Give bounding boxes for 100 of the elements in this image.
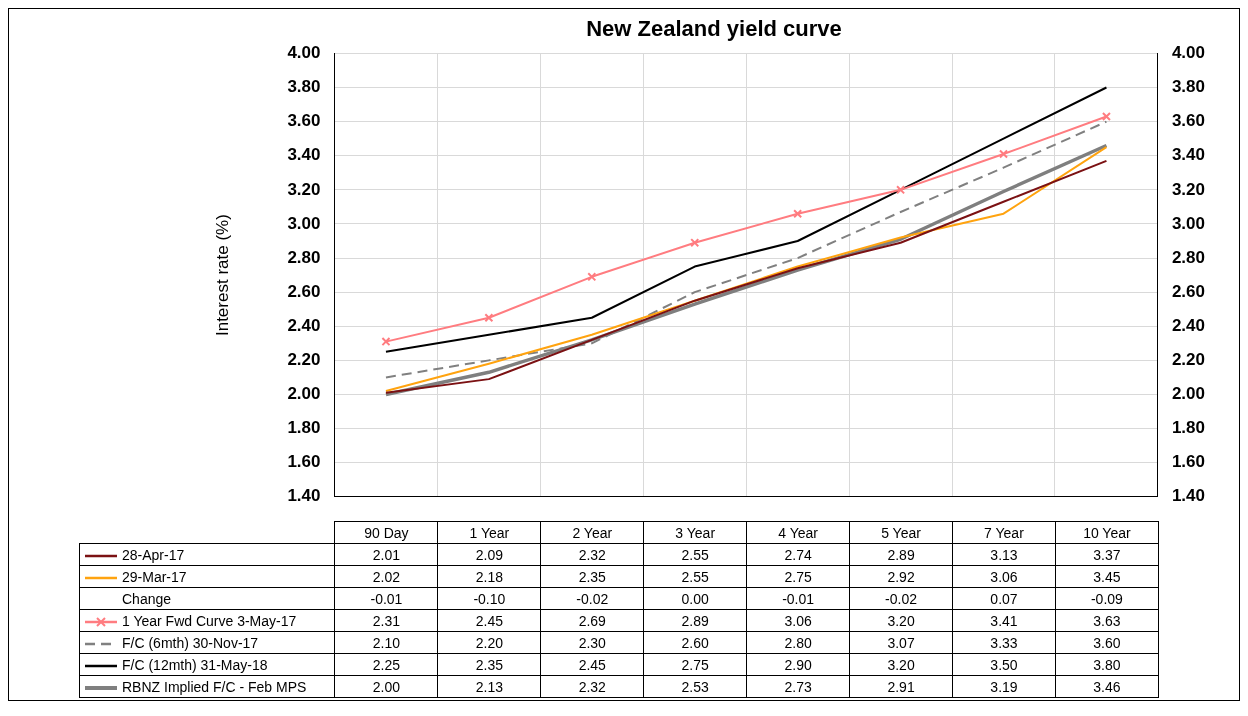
- y-tick-label: 1.40: [287, 486, 321, 506]
- y2-tick-label: 3.60: [1171, 111, 1206, 131]
- point: [484, 313, 494, 323]
- data-label: 2.75: [643, 653, 747, 676]
- data-label: 2.20: [437, 631, 541, 654]
- data-label: 2.92: [849, 565, 953, 588]
- x-tick-label: 2 Year: [540, 521, 644, 544]
- data-label: 2.00: [334, 675, 438, 698]
- data-label: 3.20: [849, 653, 953, 676]
- y2-tick-label: 3.40: [1171, 145, 1206, 165]
- text: -0.01: [370, 590, 403, 607]
- y-tick-label: 3.60: [287, 111, 321, 131]
- x-tick-label: 4 Year: [746, 521, 850, 544]
- data-label: 2.55: [643, 543, 747, 566]
- data-label: 2.45: [437, 609, 541, 632]
- point: [793, 209, 803, 219]
- y2-tick-label: 2.00: [1171, 384, 1206, 404]
- data-label: 2.91: [849, 675, 953, 698]
- y-tick-label: 3.20: [287, 179, 321, 199]
- data-label: 2.89: [643, 609, 747, 632]
- point: [381, 337, 391, 347]
- data-label: 2.35: [437, 653, 541, 676]
- text: -0.09: [1090, 590, 1123, 607]
- data-label: 2.35: [540, 565, 644, 588]
- data-label: 2.89: [849, 543, 953, 566]
- data-label: 3.60: [1055, 631, 1159, 654]
- x-tick-label: 3 Year: [643, 521, 747, 544]
- data-label: 2.80: [746, 631, 850, 654]
- y-tick-label: 2.20: [287, 350, 321, 370]
- y-tick-label: 1.80: [287, 418, 321, 438]
- legend-label: RBNZ Implied F/C - Feb MPS: [122, 678, 307, 695]
- data-label: 2.02: [334, 565, 438, 588]
- data-label: 2.74: [746, 543, 850, 566]
- data-label: 2.90: [746, 653, 850, 676]
- data-label: 2.60: [643, 631, 747, 654]
- y-tick-label: 2.40: [287, 315, 321, 335]
- data-label: 3.19: [952, 675, 1056, 698]
- point: [1101, 111, 1111, 122]
- y-tick-label: 2.80: [287, 247, 321, 267]
- y-tick-label: 1.60: [287, 452, 321, 472]
- text: -0.02: [576, 590, 609, 607]
- point: [587, 272, 597, 282]
- text: 0.00: [681, 590, 709, 607]
- y2-tick-label: 3.20: [1171, 179, 1206, 199]
- y2-tick-label: 2.20: [1171, 350, 1206, 370]
- legend-label: 28-Apr-17: [122, 546, 185, 563]
- data-label: 2.55: [643, 565, 747, 588]
- y-axis-title: Interest rate (%): [212, 214, 232, 337]
- text: -0.01: [782, 590, 815, 607]
- data-label: 3.06: [952, 565, 1056, 588]
- legend-label: F/C (12mth) 31-May-18: [122, 656, 268, 673]
- data-label: 2.25: [334, 653, 438, 676]
- data-label: 3.33: [952, 631, 1056, 654]
- y-tick-label: 3.80: [287, 77, 321, 97]
- data-label: 3.13: [952, 543, 1056, 566]
- data-label: 2.53: [643, 675, 747, 698]
- data-label: 2.13: [437, 675, 541, 698]
- x-tick-label: 10 Year: [1055, 521, 1159, 544]
- y2-tick-label: 2.40: [1171, 315, 1206, 335]
- point: [896, 185, 906, 195]
- data-label: 2.32: [540, 543, 644, 566]
- y2-tick-label: 1.40: [1171, 486, 1206, 506]
- legend-label: 29-Mar-17: [122, 568, 187, 585]
- y-tick-label: 2.00: [287, 384, 321, 404]
- y2-tick-label: 2.80: [1171, 247, 1206, 267]
- legend-label: F/C (6mth) 30-Nov-17: [122, 634, 259, 651]
- y2-tick-label: 3.00: [1171, 213, 1206, 233]
- y-tick-label: 3.40: [287, 145, 321, 165]
- y2-tick-label: 1.80: [1171, 418, 1206, 438]
- y-tick-label: 3.00: [287, 213, 321, 233]
- text: Change: [122, 590, 172, 607]
- x-tick-label: 5 Year: [849, 521, 953, 544]
- text: -0.02: [885, 590, 918, 607]
- chart-title: New Zealand yield curve: [586, 16, 842, 42]
- y2-tick-label: 1.60: [1171, 452, 1206, 472]
- y2-tick-label: 3.80: [1171, 77, 1206, 97]
- data-label: 2.45: [540, 653, 644, 676]
- data-label: 2.31: [334, 609, 438, 632]
- legend-label: 1 Year Fwd Curve 3-May-17: [122, 612, 297, 629]
- data-label: 3.06: [746, 609, 850, 632]
- x-tick-label: 7 Year: [952, 521, 1056, 544]
- data-label: 3.07: [849, 631, 953, 654]
- data-label: 2.01: [334, 543, 438, 566]
- data-label: 2.73: [746, 675, 850, 698]
- text: 0.07: [990, 590, 1018, 607]
- x-tick-label: 90 Day: [334, 521, 438, 544]
- data-label: 2.30: [540, 631, 644, 654]
- point: [998, 149, 1009, 159]
- y-tick-label: 4.00: [287, 43, 321, 63]
- data-label: 2.10: [334, 631, 438, 654]
- data-label: 3.45: [1055, 565, 1159, 588]
- data-label: 2.32: [540, 675, 644, 698]
- y2-tick-label: 2.60: [1171, 281, 1206, 301]
- data-label: 3.50: [952, 653, 1056, 676]
- data-label: 2.75: [746, 565, 850, 588]
- y-tick-label: 2.60: [287, 281, 321, 301]
- data-label: 2.09: [437, 543, 541, 566]
- data-label: 3.80: [1055, 653, 1159, 676]
- data-label: 3.37: [1055, 543, 1159, 566]
- data-label: 3.63: [1055, 609, 1159, 632]
